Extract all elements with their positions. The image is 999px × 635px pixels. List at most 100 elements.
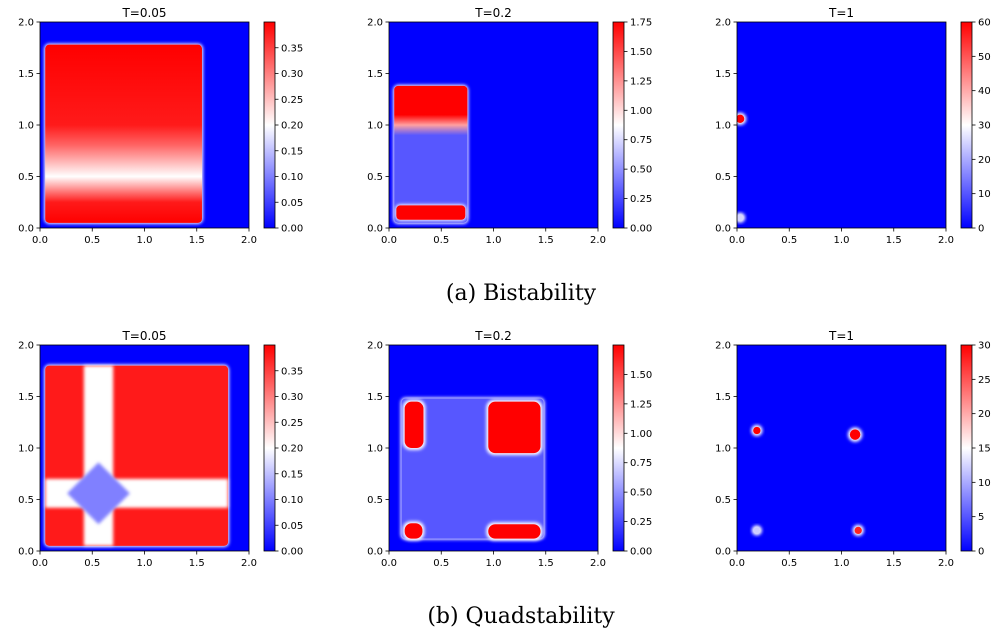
y-tick-label: 0.5 bbox=[367, 495, 383, 506]
colorbar-tick-label: 0.00 bbox=[630, 547, 652, 558]
colorbar-tick-label: 30 bbox=[978, 121, 991, 132]
colorbar-tick-label: 10 bbox=[978, 189, 991, 200]
caption-b: (b) Quadstability bbox=[427, 604, 615, 629]
y-tick-label: 0.0 bbox=[367, 224, 383, 235]
y-tick-label: 1.5 bbox=[18, 69, 34, 80]
colorbar bbox=[263, 344, 276, 552]
y-tick-label: 1.0 bbox=[18, 444, 34, 455]
x-tick-label: 1.0 bbox=[486, 235, 502, 246]
x-tick-label: 0.5 bbox=[84, 558, 100, 569]
x-tick-label: 1.5 bbox=[189, 558, 205, 569]
x-tick-label: 0.0 bbox=[32, 235, 48, 246]
y-tick-label: 1.0 bbox=[367, 444, 383, 455]
colorbar-tick-label: 10 bbox=[978, 478, 991, 489]
x-tick-label: 1.0 bbox=[486, 558, 502, 569]
y-tick-label: 0.5 bbox=[715, 495, 731, 506]
heatmap-field bbox=[44, 43, 203, 224]
x-tick-label: 0.5 bbox=[433, 235, 449, 246]
x-tick-label: 2.0 bbox=[590, 558, 606, 569]
colorbar-tick-label: 0.75 bbox=[630, 458, 652, 469]
heatmap-background bbox=[737, 22, 946, 228]
x-tick-label: 0.0 bbox=[32, 558, 48, 569]
heatmap-field bbox=[44, 364, 230, 547]
colorbar-tick-label: 1.50 bbox=[630, 370, 652, 381]
x-tick-label: 1.5 bbox=[538, 558, 554, 569]
colorbar-tick-label: 0.25 bbox=[630, 517, 652, 528]
x-tick-label: 1.0 bbox=[834, 235, 850, 246]
colorbar-tick-label: 20 bbox=[978, 409, 991, 420]
colorbar bbox=[960, 344, 973, 552]
x-tick-label: 0.5 bbox=[84, 235, 100, 246]
colorbar-tick-label: 0.00 bbox=[281, 224, 303, 235]
y-tick-label: 2.0 bbox=[18, 341, 34, 352]
colorbar-tick-label: 0.25 bbox=[630, 194, 652, 205]
colorbar-tick-label: 0.00 bbox=[630, 224, 652, 235]
heatmap-region bbox=[396, 205, 466, 220]
colorbar-tick-label: 0 bbox=[978, 224, 984, 235]
colorbar-tick-label: 0.35 bbox=[281, 366, 303, 377]
y-tick-label: 1.0 bbox=[18, 121, 34, 132]
y-tick-label: 2.0 bbox=[715, 341, 731, 352]
heatmap-panel-r1-c1: T=0.2 0.0 0.5 1.0 1.5 2.0 0.0 0.5 1.0 1.5 2.0 0.00 0… bbox=[367, 329, 652, 569]
panel-title: T=1 bbox=[828, 6, 854, 20]
colorbar-tick-label: 0.15 bbox=[281, 469, 303, 480]
x-tick-label: 0.5 bbox=[781, 558, 797, 569]
heatmap-spot bbox=[753, 527, 760, 534]
y-tick-label: 0.0 bbox=[18, 547, 34, 558]
colorbar bbox=[612, 21, 625, 229]
heatmap-panel-r0-c0: T=0.05 0.0 0.5 1.0 1.5 2.0 0.0 0.5 1.0 1.5 2.0 0.00… bbox=[18, 6, 303, 246]
colorbar-tick-label: 0.50 bbox=[630, 488, 652, 499]
x-tick-label: 2.0 bbox=[938, 558, 954, 569]
colorbar-tick-label: 1.25 bbox=[630, 399, 652, 410]
heatmap-blob bbox=[404, 523, 423, 539]
colorbar-tick-label: 5 bbox=[978, 512, 984, 523]
colorbar-tick-label: 1.75 bbox=[630, 18, 652, 29]
y-tick-label: 0.0 bbox=[367, 547, 383, 558]
x-tick-label: 1.0 bbox=[137, 235, 153, 246]
colorbar-tick-label: 20 bbox=[978, 155, 991, 166]
x-tick-label: 2.0 bbox=[938, 235, 954, 246]
colorbar-tick-label: 0.25 bbox=[281, 95, 303, 106]
heatmap-blob bbox=[488, 401, 541, 454]
colorbar-tick-label: 0.05 bbox=[281, 521, 303, 532]
heatmap-panel-r0-c2: T=1 0.0 0.5 1.0 1.5 2.0 0.0 0.5 1.0 1.5 2.0 0 10 20 30… bbox=[715, 6, 991, 246]
y-tick-label: 1.5 bbox=[367, 392, 383, 403]
y-tick-label: 1.5 bbox=[715, 69, 731, 80]
y-tick-label: 0.5 bbox=[18, 172, 34, 183]
heatmap-spot bbox=[849, 429, 861, 440]
heatmap-field bbox=[400, 397, 545, 541]
y-tick-label: 0.0 bbox=[18, 224, 34, 235]
colorbar-tick-label: 0 bbox=[978, 547, 984, 558]
colorbar-tick-label: 25 bbox=[978, 375, 991, 386]
colorbar-tick-label: 0.10 bbox=[281, 172, 303, 183]
panel-title: T=0.05 bbox=[121, 6, 166, 20]
colorbar bbox=[960, 21, 973, 229]
heatmap-field bbox=[751, 424, 864, 537]
x-tick-label: 1.5 bbox=[189, 235, 205, 246]
colorbar-tick-label: 15 bbox=[978, 444, 991, 455]
heatmap-spot bbox=[737, 114, 745, 123]
colorbar-tick-label: 0.20 bbox=[281, 444, 303, 455]
y-tick-label: 1.0 bbox=[715, 444, 731, 455]
panel-title: T=0.2 bbox=[474, 6, 511, 20]
colorbar-tick-label: 1.50 bbox=[630, 47, 652, 58]
colorbar-tick-label: 0.05 bbox=[281, 198, 303, 209]
y-tick-label: 0.0 bbox=[715, 224, 731, 235]
colorbar-tick-label: 0.15 bbox=[281, 146, 303, 157]
colorbar-tick-label: 1.00 bbox=[630, 429, 652, 440]
colorbar-tick-label: 0.35 bbox=[281, 43, 303, 54]
y-tick-label: 0.0 bbox=[715, 547, 731, 558]
caption-a: (a) Bistability bbox=[446, 281, 597, 306]
y-tick-label: 2.0 bbox=[18, 18, 34, 29]
heatmap-region bbox=[45, 365, 229, 546]
heatmap-field bbox=[393, 84, 469, 224]
y-tick-label: 1.0 bbox=[715, 121, 731, 132]
y-tick-label: 0.5 bbox=[715, 172, 731, 183]
heatmap-panel-r1-c2: T=1 0.0 0.5 1.0 1.5 2.0 0.0 0.5 1.0 1.5 2.0 0 5 10 15 2… bbox=[715, 329, 991, 569]
heatmap-blob bbox=[404, 401, 424, 448]
colorbar-tick-label: 0.75 bbox=[630, 135, 652, 146]
colorbar-tick-label: 40 bbox=[978, 86, 991, 97]
colorbar-tick-label: 1.25 bbox=[630, 76, 652, 87]
y-tick-label: 2.0 bbox=[715, 18, 731, 29]
x-tick-label: 1.5 bbox=[538, 235, 554, 246]
